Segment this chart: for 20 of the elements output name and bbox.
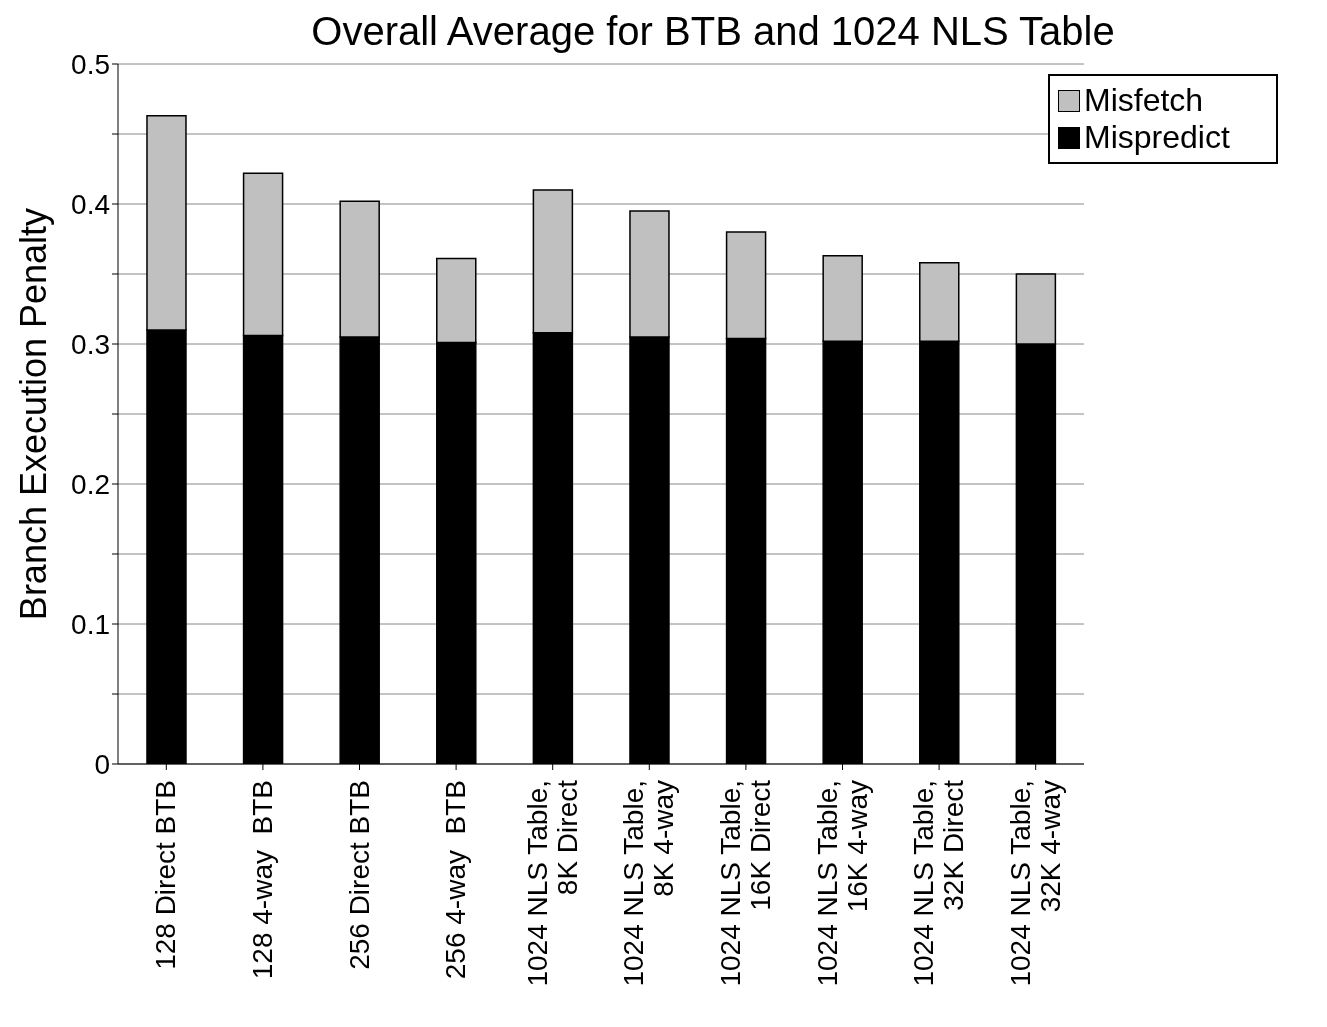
chart-title: Overall Average for BTB and 1024 NLS Table: [311, 9, 1115, 53]
legend-label: Misfetch: [1084, 82, 1204, 119]
x-tick-label: 128 4-way BTB: [246, 780, 278, 980]
x-tick-label: 1024 NLS Table, 32K 4-way: [1004, 780, 1066, 987]
y-tick-label: 0.2: [71, 468, 110, 500]
y-tick-label: 0: [94, 748, 110, 780]
legend-label: Mispredict: [1084, 119, 1230, 156]
x-tick-label: 256 Direct BTB: [343, 780, 375, 970]
x-tick-label: 1024 NLS Table, 32K Direct: [908, 779, 970, 987]
x-tick-label: 1024 NLS Table, 16K 4-way: [811, 780, 873, 987]
y-tick-label: 0.5: [71, 48, 110, 80]
x-tick-label: 256 4-way BTB: [440, 780, 472, 980]
y-tick-label: 0.4: [71, 188, 110, 220]
x-tick-label: 1024 NLS Table, 8K 4-way: [618, 780, 680, 987]
x-tick-label: 128 Direct BTB: [150, 780, 182, 970]
x-tick-label: 1024 NLS Table, 16K Direct: [714, 779, 776, 987]
x-tick-label: 1024 NLS Table, 8K Direct: [521, 779, 583, 987]
y-tick-label: 0.1: [71, 608, 110, 640]
y-tick-label: 0.3: [71, 328, 110, 360]
y-axis-title: Branch Execution Penalty: [12, 207, 54, 621]
